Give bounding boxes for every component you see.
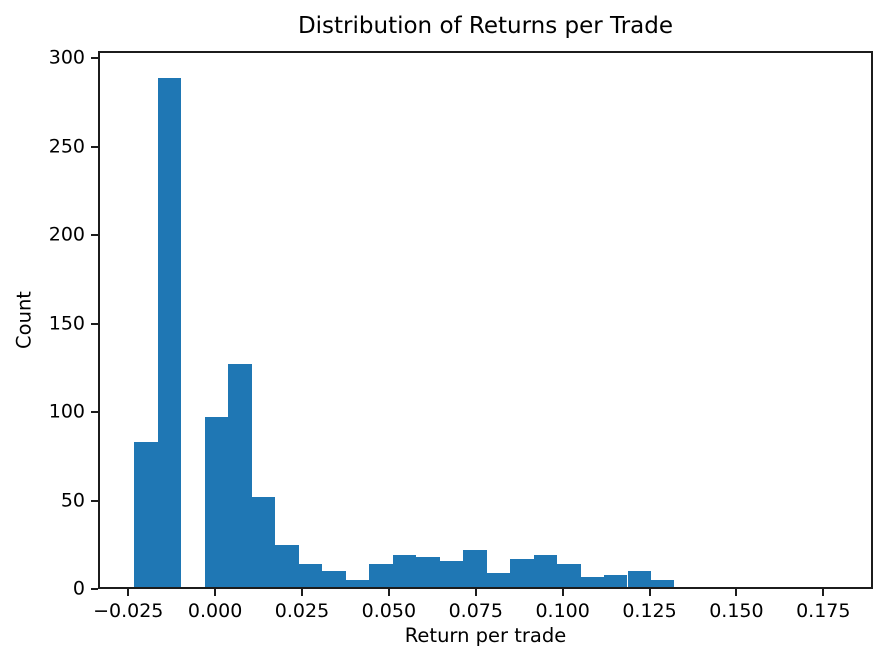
histogram-bar [369,564,393,589]
histogram-bar [228,364,252,589]
x-tick-label: 0.150 [709,600,764,622]
x-tick-label: 0.125 [622,600,677,622]
histogram-bar [580,576,604,589]
y-tick-label: 200 [48,223,85,246]
histogram-bar [604,574,628,589]
x-axis-label: Return per trade [404,624,567,647]
y-tick-label: 300 [48,46,85,69]
y-tick-mark [91,322,98,325]
x-tick-label: 0.025 [274,600,330,622]
chart-title: Distribution of Returns per Trade [297,13,674,39]
x-tick-mark [648,589,651,596]
x-tick-label: 0.050 [361,600,417,622]
y-tick-mark [91,145,98,148]
histogram-bar [134,442,158,589]
histogram-bar [275,544,299,589]
histogram-bar [533,555,557,589]
histogram-bar [557,564,581,589]
x-tick-mark [561,589,564,596]
x-tick-label: 0.000 [187,600,243,622]
x-tick-label: 0.175 [796,600,851,622]
y-tick-label: 250 [48,135,85,158]
histogram-bar [392,555,417,589]
x-tick-mark [474,589,477,596]
y-tick-label: 150 [48,312,85,335]
histogram-bar [510,558,534,589]
histogram-bar [251,496,276,589]
plot-area [98,51,873,589]
y-tick-mark [91,57,98,60]
y-tick-mark [91,234,98,237]
x-tick-mark [387,589,390,596]
x-tick-label: 0.075 [448,600,503,622]
y-tick-label: 50 [60,489,85,512]
y-tick-label: 100 [48,400,85,423]
x-tick-mark [735,589,738,596]
histogram-bar [439,560,464,589]
y-tick-mark [91,588,98,590]
x-tick-mark [214,589,217,596]
y-tick-mark [91,499,98,502]
histogram-bar [298,564,323,589]
histogram-bar [486,573,511,589]
x-tick-mark [301,589,303,596]
histogram-bar [204,417,229,589]
x-tick-label: 0.100 [535,600,590,622]
x-tick-label: −0.025 [93,600,164,622]
y-tick-label: 0 [72,577,85,600]
histogram-bar [345,580,370,589]
x-tick-mark [822,589,825,596]
x-tick-mark [127,589,130,596]
histogram-bar [416,557,440,589]
histogram-bar [157,77,182,589]
histogram-bar [463,550,487,589]
y-tick-mark [91,411,98,414]
histogram-bar [650,580,675,589]
histogram-bar [322,571,346,589]
histogram-bar [627,571,651,589]
